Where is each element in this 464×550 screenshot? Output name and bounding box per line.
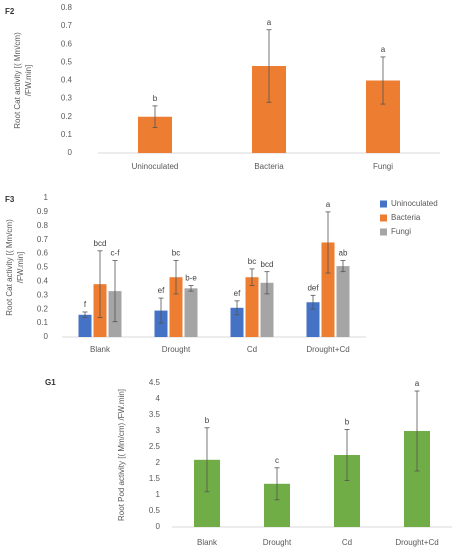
y-tick-label: 3 bbox=[156, 426, 161, 435]
bar bbox=[154, 310, 168, 337]
y-tick-label: 1.5 bbox=[149, 474, 161, 483]
bar bbox=[260, 282, 274, 337]
y-tick-label: 0.2 bbox=[37, 304, 49, 313]
significance-letter: ab bbox=[339, 249, 348, 258]
y-tick-label: 0.5 bbox=[61, 57, 73, 66]
significance-letter: bcd bbox=[94, 239, 107, 248]
y-tick-label: 4 bbox=[156, 394, 161, 403]
legend-label: Fungi bbox=[391, 227, 411, 236]
y-axis-label: /FW.min] bbox=[24, 65, 33, 97]
y-tick-label: 0.7 bbox=[37, 235, 49, 244]
significance-letter: b bbox=[345, 418, 350, 427]
significance-letter: b bbox=[205, 416, 210, 425]
x-tick-label: Blank bbox=[90, 345, 111, 354]
y-tick-label: 0.4 bbox=[61, 76, 73, 85]
y-axis-label: Root Cat activity [( Mm/cm) bbox=[5, 219, 14, 316]
y-tick-label: 0 bbox=[44, 332, 49, 341]
bar bbox=[336, 266, 350, 337]
panel-label: F3 bbox=[5, 195, 15, 204]
legend-label: Bacteria bbox=[391, 213, 421, 222]
significance-letter: def bbox=[307, 283, 319, 292]
y-tick-label: 0.4 bbox=[37, 277, 49, 286]
x-tick-label: Cd bbox=[342, 538, 352, 547]
significance-letter: b-e bbox=[185, 274, 197, 283]
y-tick-label: 0 bbox=[156, 522, 161, 531]
y-axis-label: /FW.min] bbox=[16, 252, 25, 284]
y-tick-label: 0.5 bbox=[37, 263, 49, 272]
bar bbox=[184, 288, 198, 337]
significance-letter: ef bbox=[234, 289, 241, 298]
significance-letter: ef bbox=[158, 286, 165, 295]
y-tick-label: 1 bbox=[44, 193, 49, 202]
legend-swatch bbox=[380, 200, 387, 208]
y-tick-label: 0.5 bbox=[149, 506, 161, 515]
y-tick-label: 0.9 bbox=[37, 207, 49, 216]
y-tick-label: 3.5 bbox=[149, 410, 161, 419]
x-tick-label: Fungi bbox=[373, 162, 393, 171]
bar bbox=[306, 302, 320, 337]
bar bbox=[245, 277, 259, 337]
x-tick-label: Bacteria bbox=[254, 162, 284, 171]
y-tick-label: 0.3 bbox=[61, 94, 73, 103]
y-axis-label: Root Cat activity [( Mm/cm) bbox=[13, 32, 22, 129]
x-tick-label: Blank bbox=[197, 538, 218, 547]
x-tick-label: Drought bbox=[263, 538, 292, 547]
bar bbox=[169, 277, 183, 337]
legend-swatch bbox=[380, 214, 387, 222]
significance-letter: f bbox=[84, 300, 87, 309]
x-tick-label: Uninoculated bbox=[132, 162, 179, 171]
x-tick-label: Drought bbox=[162, 345, 191, 354]
y-tick-label: 0.8 bbox=[61, 3, 73, 12]
legend-label: Uninoculated bbox=[391, 199, 438, 208]
y-tick-label: 4.5 bbox=[149, 378, 161, 387]
y-tick-label: 2.5 bbox=[149, 442, 161, 451]
y-tick-label: 0.8 bbox=[37, 221, 49, 230]
y-tick-label: 2 bbox=[156, 458, 161, 467]
y-tick-label: 0.6 bbox=[37, 249, 49, 258]
y-tick-label: 0.1 bbox=[61, 130, 73, 139]
bar bbox=[230, 307, 244, 337]
significance-letter: c bbox=[275, 456, 279, 465]
y-tick-label: 0 bbox=[68, 148, 73, 157]
bar bbox=[321, 242, 335, 337]
significance-letter: bc bbox=[248, 257, 256, 266]
bar bbox=[78, 314, 92, 337]
y-tick-label: 0.2 bbox=[61, 112, 73, 121]
significance-letter: c-f bbox=[111, 249, 121, 258]
y-tick-label: 0.3 bbox=[37, 290, 49, 299]
panel-label: G1 bbox=[45, 378, 56, 387]
x-tick-label: Drought+Cd bbox=[395, 538, 438, 547]
x-tick-label: Cd bbox=[247, 345, 257, 354]
y-tick-label: 1 bbox=[156, 490, 161, 499]
x-tick-label: Drought+Cd bbox=[306, 345, 349, 354]
panel-label: F2 bbox=[5, 7, 15, 16]
y-tick-label: 0.7 bbox=[61, 21, 73, 30]
y-tick-label: 0.1 bbox=[37, 318, 49, 327]
significance-letter: a bbox=[267, 18, 272, 27]
significance-letter: bc bbox=[172, 249, 180, 258]
significance-letter: a bbox=[381, 45, 386, 54]
y-tick-label: 0.6 bbox=[61, 39, 73, 48]
significance-letter: a bbox=[415, 379, 420, 388]
significance-letter: a bbox=[326, 200, 331, 209]
significance-letter: bcd bbox=[261, 260, 274, 269]
legend-swatch bbox=[380, 228, 387, 236]
y-axis-label: Root Pod activity [( Mm/cm) /FW.min] bbox=[117, 389, 126, 521]
significance-letter: b bbox=[153, 94, 158, 103]
